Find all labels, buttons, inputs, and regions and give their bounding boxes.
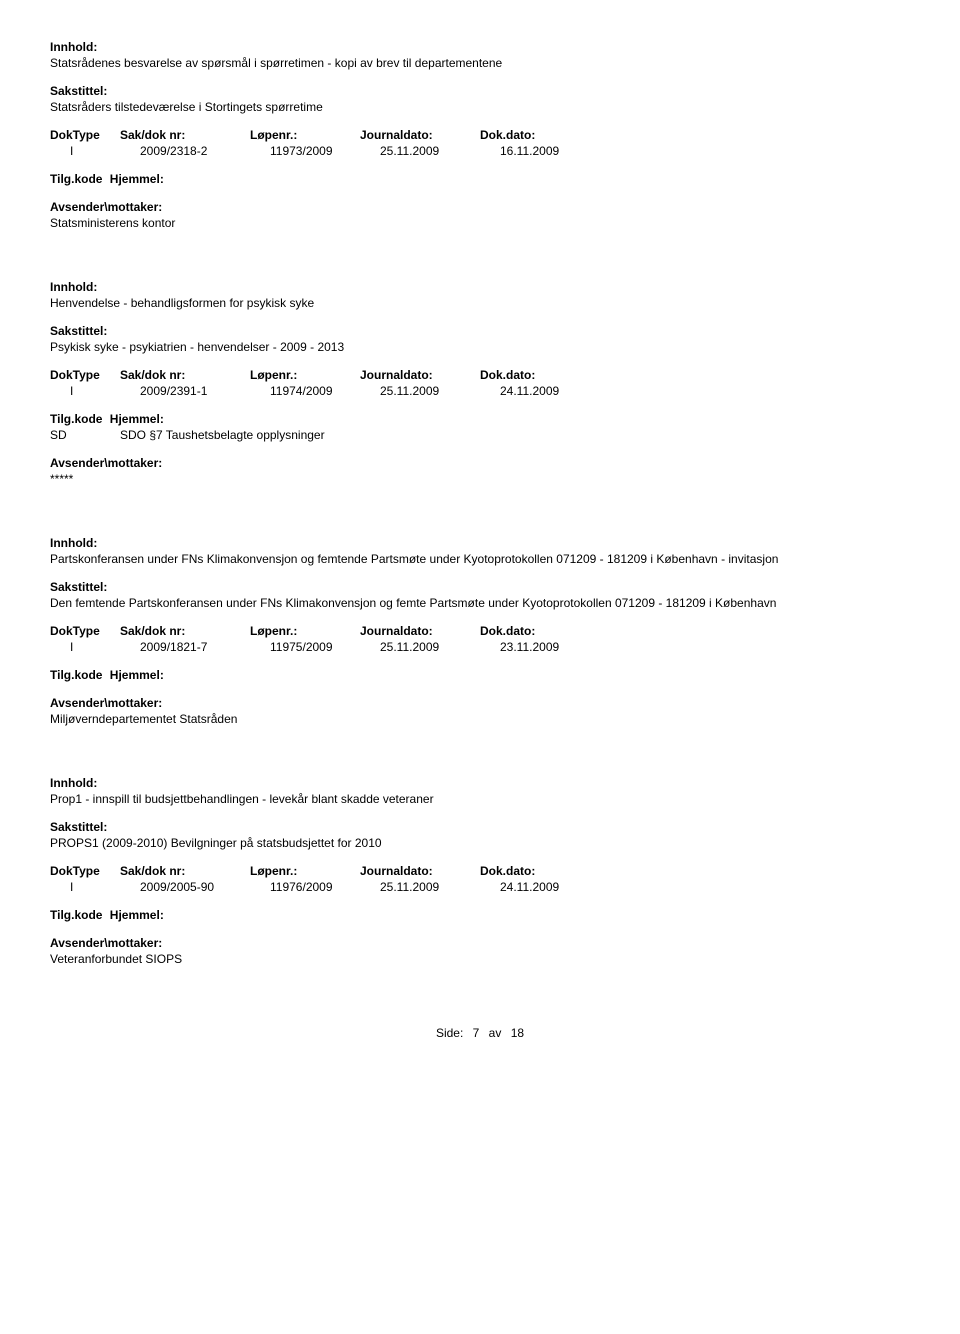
innhold-text: Partskonferansen under FNs Klimakonvensj…: [50, 552, 910, 566]
table-row: I 2009/2005-90 11976/2009 25.11.2009 24.…: [50, 880, 910, 894]
col-lopenr-header: Løpenr.:: [250, 128, 360, 142]
innhold-label: Innhold:: [50, 776, 910, 790]
tilgkode-label: Tilg.kode: [50, 668, 102, 682]
dokdato-value: 24.11.2009: [500, 880, 620, 894]
tilgkode-row: Tilg.kode Hjemmel:: [50, 412, 910, 426]
table-header: DokType Sak/dok nr: Løpenr.: Journaldato…: [50, 864, 910, 878]
hjemmel-text: SDO §7 Taushetsbelagte opplysninger: [120, 428, 325, 442]
col-journaldato-header: Journaldato:: [360, 864, 480, 878]
journaldato-value: 25.11.2009: [380, 384, 500, 398]
tilgkode-row: Tilg.kode Hjemmel:: [50, 172, 910, 186]
col-dokdato-header: Dok.dato:: [480, 864, 600, 878]
col-lopenr-header: Løpenr.:: [250, 864, 360, 878]
hjemmel-label: Hjemmel:: [110, 908, 164, 922]
innhold-label: Innhold:: [50, 40, 910, 54]
lopenr-value: 11973/2009: [270, 144, 380, 158]
sakstittel-label: Sakstittel:: [50, 820, 910, 834]
doktype-value: I: [50, 384, 140, 398]
saknr-value: 2009/2318-2: [140, 144, 270, 158]
col-saknr-header: Sak/dok nr:: [120, 864, 250, 878]
hjemmel-label: Hjemmel:: [110, 668, 164, 682]
col-doktype-header: DokType: [50, 128, 120, 142]
tilgkode-label: Tilg.kode: [50, 908, 102, 922]
hjemmel-code: SD: [50, 428, 120, 442]
innhold-label: Innhold:: [50, 280, 910, 294]
col-lopenr-header: Løpenr.:: [250, 624, 360, 638]
col-dokdato-header: Dok.dato:: [480, 128, 600, 142]
lopenr-value: 11976/2009: [270, 880, 380, 894]
sakstittel-text: Statsråders tilstedeværelse i Stortinget…: [50, 100, 910, 114]
col-dokdato-header: Dok.dato:: [480, 624, 600, 638]
tilgkode-label: Tilg.kode: [50, 412, 102, 426]
col-saknr-header: Sak/dok nr:: [120, 624, 250, 638]
lopenr-value: 11975/2009: [270, 640, 380, 654]
page-total: 18: [511, 1026, 524, 1040]
innhold-text: Henvendelse - behandligsformen for psyki…: [50, 296, 910, 310]
col-saknr-header: Sak/dok nr:: [120, 128, 250, 142]
col-doktype-header: DokType: [50, 624, 120, 638]
sakstittel-label: Sakstittel:: [50, 84, 910, 98]
dokdato-value: 16.11.2009: [500, 144, 620, 158]
table-header: DokType Sak/dok nr: Løpenr.: Journaldato…: [50, 624, 910, 638]
col-journaldato-header: Journaldato:: [360, 128, 480, 142]
innhold-label: Innhold:: [50, 536, 910, 550]
table-row: I 2009/2318-2 11973/2009 25.11.2009 16.1…: [50, 144, 910, 158]
av-label: av: [489, 1026, 502, 1040]
hjemmel-label: Hjemmel:: [110, 172, 164, 186]
avsender-label: Avsender\mottaker:: [50, 456, 910, 470]
sakstittel-label: Sakstittel:: [50, 580, 910, 594]
doktype-value: I: [50, 640, 140, 654]
tilgkode-row: Tilg.kode Hjemmel:: [50, 908, 910, 922]
doktype-value: I: [50, 144, 140, 158]
saknr-value: 2009/2005-90: [140, 880, 270, 894]
dokdato-value: 24.11.2009: [500, 384, 620, 398]
journaldato-value: 25.11.2009: [380, 640, 500, 654]
col-doktype-header: DokType: [50, 368, 120, 382]
tilgkode-row: Tilg.kode Hjemmel:: [50, 668, 910, 682]
sakstittel-text: PROPS1 (2009-2010) Bevilgninger på stats…: [50, 836, 910, 850]
hjemmel-row: SD SDO §7 Taushetsbelagte opplysninger: [50, 428, 910, 442]
table-header: DokType Sak/dok nr: Løpenr.: Journaldato…: [50, 368, 910, 382]
col-dokdato-header: Dok.dato:: [480, 368, 600, 382]
col-saknr-header: Sak/dok nr:: [120, 368, 250, 382]
sakstittel-text: Den femtende Partskonferansen under FNs …: [50, 596, 910, 610]
innhold-text: Statsrådenes besvarelse av spørsmål i sp…: [50, 56, 910, 70]
avsender-label: Avsender\mottaker:: [50, 936, 910, 950]
innhold-text: Prop1 - innspill til budsjettbehandlinge…: [50, 792, 910, 806]
avsender-value: Veteranforbundet SIOPS: [50, 952, 910, 966]
avsender-value: *****: [50, 472, 910, 486]
page-footer: Side: 7 av 18: [50, 1026, 910, 1040]
avsender-label: Avsender\mottaker:: [50, 696, 910, 710]
journal-record: Innhold: Statsrådenes besvarelse av spør…: [50, 40, 910, 230]
avsender-value: Statsministerens kontor: [50, 216, 910, 230]
table-header: DokType Sak/dok nr: Løpenr.: Journaldato…: [50, 128, 910, 142]
side-label: Side:: [436, 1026, 463, 1040]
sakstittel-text: Psykisk syke - psykiatrien - henvendelse…: [50, 340, 910, 354]
doktype-value: I: [50, 880, 140, 894]
journal-record: Innhold: Henvendelse - behandligsformen …: [50, 280, 910, 486]
col-lopenr-header: Løpenr.:: [250, 368, 360, 382]
journaldato-value: 25.11.2009: [380, 144, 500, 158]
table-row: I 2009/1821-7 11975/2009 25.11.2009 23.1…: [50, 640, 910, 654]
hjemmel-label: Hjemmel:: [110, 412, 164, 426]
col-doktype-header: DokType: [50, 864, 120, 878]
col-journaldato-header: Journaldato:: [360, 368, 480, 382]
tilgkode-label: Tilg.kode: [50, 172, 102, 186]
sakstittel-label: Sakstittel:: [50, 324, 910, 338]
journaldato-value: 25.11.2009: [380, 880, 500, 894]
avsender-label: Avsender\mottaker:: [50, 200, 910, 214]
avsender-value: Miljøverndepartementet Statsråden: [50, 712, 910, 726]
saknr-value: 2009/1821-7: [140, 640, 270, 654]
dokdato-value: 23.11.2009: [500, 640, 620, 654]
table-row: I 2009/2391-1 11974/2009 25.11.2009 24.1…: [50, 384, 910, 398]
journal-record: Innhold: Prop1 - innspill til budsjettbe…: [50, 776, 910, 966]
lopenr-value: 11974/2009: [270, 384, 380, 398]
col-journaldato-header: Journaldato:: [360, 624, 480, 638]
saknr-value: 2009/2391-1: [140, 384, 270, 398]
page-current: 7: [473, 1026, 480, 1040]
journal-record: Innhold: Partskonferansen under FNs Klim…: [50, 536, 910, 726]
